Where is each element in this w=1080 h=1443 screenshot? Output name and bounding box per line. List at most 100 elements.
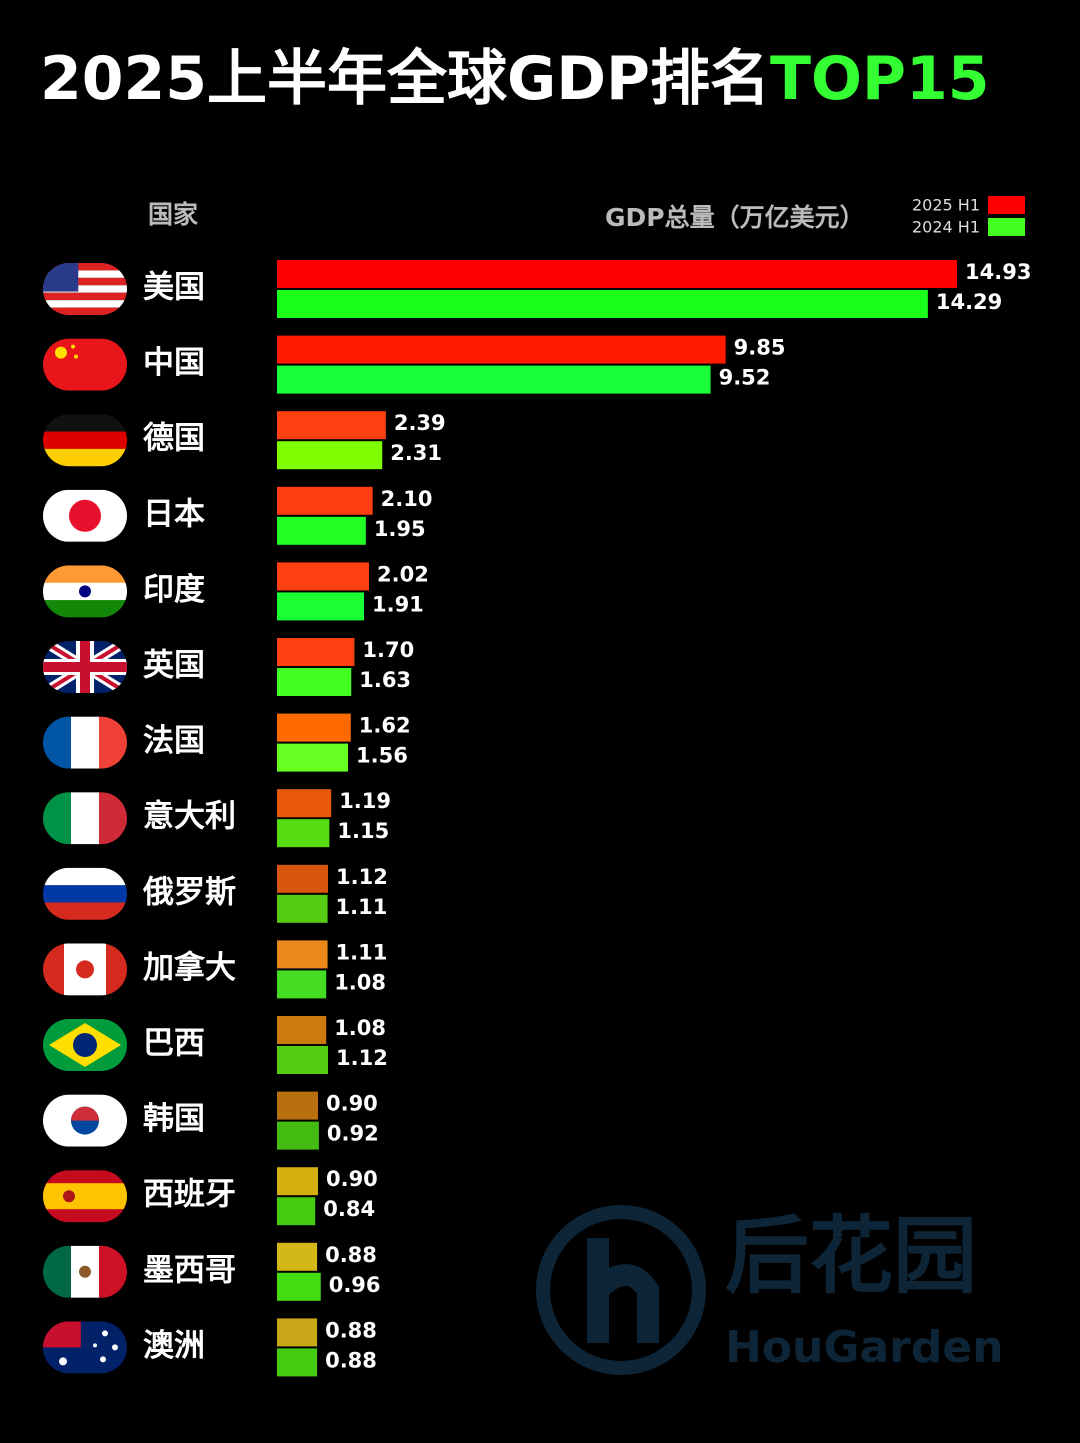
value-label: 1.11 [336, 895, 388, 919]
flag [43, 943, 127, 996]
flag-part [99, 1245, 127, 1298]
bar [277, 1272, 321, 1301]
value-label: 0.90 [326, 1167, 378, 1191]
value-label: 9.85 [734, 336, 786, 360]
legend-swatch [988, 218, 1025, 236]
value-label: 1.91 [372, 592, 424, 616]
category-header: 国家 [148, 200, 198, 229]
flag-part [43, 565, 127, 584]
flag-part [43, 1183, 127, 1210]
bar [277, 1167, 318, 1196]
flag-part [112, 1344, 118, 1351]
bar [277, 1091, 318, 1120]
value-label: 1.12 [336, 1046, 388, 1070]
flag [43, 1245, 127, 1298]
bar [277, 1016, 327, 1044]
bar [277, 592, 364, 621]
category-label: 澳洲 [143, 1328, 205, 1364]
value-label: 1.15 [337, 819, 389, 843]
value-label: 1.12 [336, 865, 388, 889]
flag-part [74, 354, 78, 359]
value-label: 1.56 [356, 744, 408, 768]
flag-part [102, 1330, 108, 1337]
flag [43, 1019, 127, 1071]
flag-part [43, 263, 127, 271]
bar [277, 713, 351, 742]
value-label: 1.08 [334, 970, 386, 994]
bar [277, 668, 352, 696]
flag [43, 792, 127, 845]
value-label: 2.10 [381, 487, 433, 511]
flag-part [43, 414, 127, 433]
flag-part [43, 285, 127, 293]
value-label: 0.88 [325, 1348, 377, 1372]
value-axis-label: GDP总量（万亿美元） [605, 203, 865, 232]
flag-part [73, 1033, 97, 1057]
value-label: 0.90 [326, 1092, 378, 1116]
flag-part [71, 1106, 99, 1121]
title-main: 2025上半年全球GDP排名 [40, 44, 770, 114]
flag-part [43, 277, 127, 286]
category-label: 美国 [143, 270, 205, 306]
bar [277, 365, 711, 394]
bar [277, 411, 386, 440]
bar [277, 864, 329, 893]
category-label: 印度 [143, 572, 205, 608]
flag-part [100, 1356, 106, 1363]
bar [277, 562, 370, 591]
flag-part [43, 300, 127, 308]
flag [43, 1094, 127, 1147]
flag-part [99, 716, 127, 769]
category-label: 中国 [143, 345, 205, 381]
value-label: 2.39 [394, 411, 446, 435]
flag-part [43, 716, 72, 769]
flag-part [43, 263, 79, 292]
flag-part [71, 344, 75, 349]
category-label: 法国 [143, 723, 205, 759]
flag-part [71, 716, 100, 769]
flag-part [59, 1357, 67, 1366]
value-label: 1.63 [359, 668, 411, 692]
value-label: 0.84 [323, 1197, 375, 1221]
value-label: 0.96 [329, 1273, 381, 1297]
bar [277, 743, 349, 772]
bar [277, 940, 328, 969]
value-label: 0.88 [325, 1243, 377, 1267]
category-label: 西班牙 [143, 1177, 236, 1213]
bar [277, 1318, 318, 1347]
value-label: 9.52 [719, 366, 771, 390]
watermark-title: 后花园 [725, 1207, 977, 1305]
legend-label: 2024 H1 [912, 218, 980, 237]
flag-part [43, 292, 127, 301]
bar [277, 441, 383, 470]
bar [277, 970, 327, 999]
bar [277, 1348, 318, 1377]
value-label: 1.19 [339, 789, 391, 813]
flag-part [43, 792, 72, 845]
bar [277, 638, 355, 666]
flag [43, 338, 127, 391]
bar [277, 819, 330, 848]
legend-label: 2025 H1 [912, 196, 980, 215]
category-label: 意大利 [143, 799, 236, 835]
category-label: 墨西哥 [143, 1252, 236, 1288]
title-highlight: TOP15 [770, 44, 989, 114]
flag-part [43, 600, 127, 618]
value-label: 1.95 [374, 517, 426, 541]
flag-part [99, 792, 127, 845]
flag-part [55, 346, 67, 359]
flag [43, 489, 127, 542]
category-label: 日本 [143, 496, 205, 532]
value-label: 0.88 [325, 1318, 377, 1342]
bar [277, 486, 373, 515]
value-label: 2.02 [377, 562, 429, 586]
flag-part [43, 867, 127, 886]
flag-part [63, 1190, 75, 1203]
category-label: 韩国 [143, 1101, 205, 1137]
flag [43, 641, 127, 693]
watermark-subtitle: HouGarden [725, 1322, 1004, 1373]
bar [277, 290, 928, 318]
flag [43, 716, 127, 769]
category-label: 加拿大 [143, 950, 236, 986]
bar [277, 1197, 316, 1226]
